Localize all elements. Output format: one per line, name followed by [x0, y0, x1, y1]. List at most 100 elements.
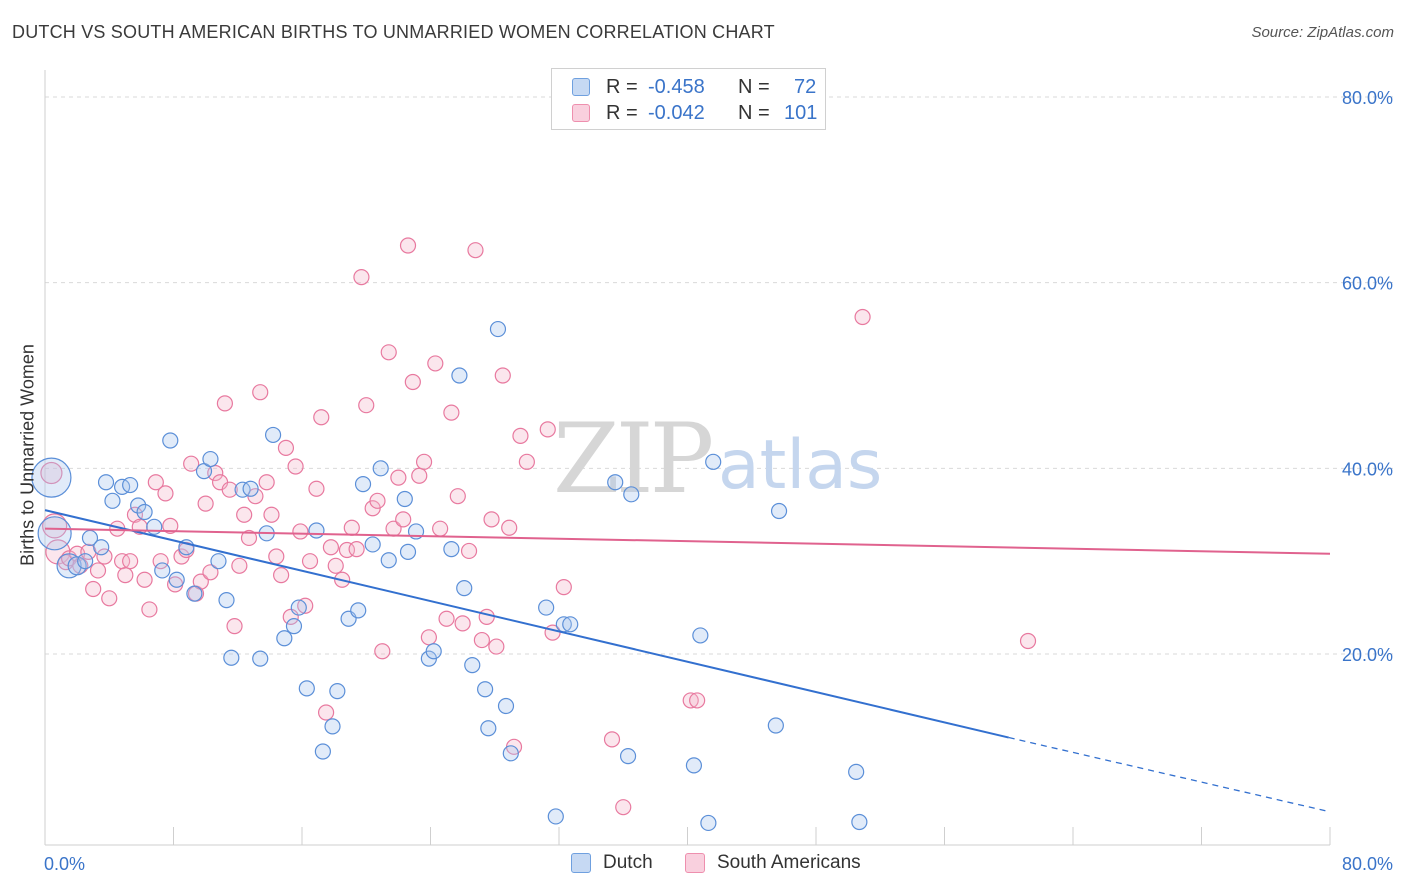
- south-americans-point: [399, 237, 417, 254]
- south-americans-point: [682, 692, 699, 709]
- legend-label: South Americans: [717, 852, 861, 873]
- south-americans-point: [313, 409, 330, 426]
- dutch-point: [290, 599, 307, 616]
- r-value: -0.042: [648, 101, 705, 124]
- y-tick-label: 20.0%: [1342, 645, 1393, 665]
- south-americans-point: [689, 692, 706, 709]
- dutch-point: [380, 552, 397, 569]
- dutch-point: [210, 553, 227, 570]
- south-americans-swatch: [572, 104, 590, 122]
- n-label: N =: [738, 75, 770, 98]
- legend-row-dutch: R = -0.458 N = 72: [572, 75, 816, 99]
- series-legend: Dutch South Americans: [0, 852, 1406, 876]
- dutch-point: [497, 697, 515, 715]
- south-americans-point: [380, 344, 397, 361]
- south-americans-point: [40, 461, 63, 485]
- south-americans-point: [85, 580, 102, 598]
- south-americans-point: [263, 506, 280, 523]
- dutch-point: [308, 522, 325, 539]
- south-americans-point: [96, 548, 113, 565]
- dutch-point: [425, 643, 442, 660]
- dutch-point: [480, 720, 497, 737]
- dutch-point: [607, 474, 624, 491]
- south-americans-point: [467, 242, 484, 259]
- south-americans-point: [101, 590, 118, 607]
- south-americans-point: [460, 542, 478, 560]
- south-americans-point: [512, 427, 529, 444]
- south-americans-point: [226, 618, 243, 635]
- south-americans-point: [183, 455, 200, 472]
- x-tick-label: 0.0%: [44, 854, 85, 874]
- south-americans-point: [202, 564, 219, 581]
- south-americans-point: [483, 511, 500, 528]
- dutch-point: [202, 450, 219, 468]
- legend-item-dutch[interactable]: Dutch: [571, 852, 653, 874]
- dutch-point: [162, 432, 179, 449]
- dutch-points: [31, 320, 868, 832]
- dutch-point: [623, 486, 640, 503]
- dutch-point: [456, 579, 473, 597]
- south-americans-point: [297, 597, 314, 614]
- south-americans-swatch: [685, 853, 705, 873]
- south-americans-point: [268, 548, 285, 565]
- south-americans-point: [494, 367, 511, 384]
- south-americans-point: [473, 631, 490, 649]
- south-americans-point: [216, 395, 233, 412]
- tick-labels: 20.0% 40.0% 60.0% 80.0% 0.0% 80.0%: [44, 88, 1393, 874]
- dutch-point: [547, 808, 564, 825]
- dutch-point: [350, 602, 367, 619]
- south-americans-point: [411, 467, 428, 484]
- x-tick-label: 80.0%: [1342, 854, 1393, 874]
- dutch-point: [324, 718, 341, 735]
- south-americans-point: [72, 557, 89, 574]
- dutch-point: [619, 748, 637, 765]
- south-americans-point: [488, 638, 505, 655]
- south-americans-point: [221, 481, 238, 498]
- dutch-point: [700, 814, 717, 832]
- south-americans-point: [317, 704, 335, 721]
- south-americans-point: [539, 421, 556, 438]
- dutch-point: [399, 543, 417, 560]
- south-americans-point: [432, 520, 449, 537]
- dutch-point: [502, 745, 519, 762]
- south-americans-point: [147, 474, 164, 491]
- south-americans-point: [369, 492, 386, 509]
- south-americans-point: [404, 373, 421, 391]
- dutch-point: [770, 502, 788, 520]
- south-americans-point: [240, 529, 258, 547]
- south-americans-point: [390, 469, 407, 486]
- south-americans-point: [117, 566, 134, 584]
- dutch-point: [443, 540, 460, 558]
- dutch-point: [372, 460, 389, 477]
- correlation-legend: R = -0.458 N = 72 R = -0.042 N = 101: [551, 68, 826, 130]
- dutch-point: [848, 763, 865, 780]
- source-label: Source: ZipAtlas.com: [1251, 24, 1394, 41]
- south-americans-trend-line: [44, 527, 1331, 555]
- south-americans-point: [420, 629, 437, 646]
- dutch-point: [104, 492, 121, 509]
- south-americans-point: [427, 355, 444, 372]
- dutch-point: [285, 618, 303, 635]
- legend-label: Dutch: [603, 852, 653, 873]
- south-americans-point: [615, 799, 632, 816]
- y-tick-label: 80.0%: [1342, 88, 1393, 108]
- dutch-point: [37, 516, 72, 551]
- dutch-point: [154, 562, 171, 579]
- dutch-point: [276, 630, 293, 647]
- south-americans-point: [231, 557, 248, 574]
- dutch-point: [168, 571, 185, 588]
- south-americans-point: [292, 523, 309, 540]
- dutch-point: [136, 503, 153, 521]
- y-axis-label: Births to Unmarried Women: [17, 344, 38, 566]
- legend-item-south-americans[interactable]: South Americans: [685, 852, 861, 874]
- dutch-point: [354, 476, 372, 493]
- dutch-point: [298, 680, 315, 697]
- dutch-point: [242, 480, 259, 497]
- dutch-point: [685, 757, 703, 774]
- south-americans-points: [40, 237, 1037, 816]
- y-tick-label: 40.0%: [1342, 459, 1393, 479]
- dutch-point: [464, 657, 481, 674]
- dutch-point: [314, 743, 331, 760]
- dutch-point: [538, 599, 555, 616]
